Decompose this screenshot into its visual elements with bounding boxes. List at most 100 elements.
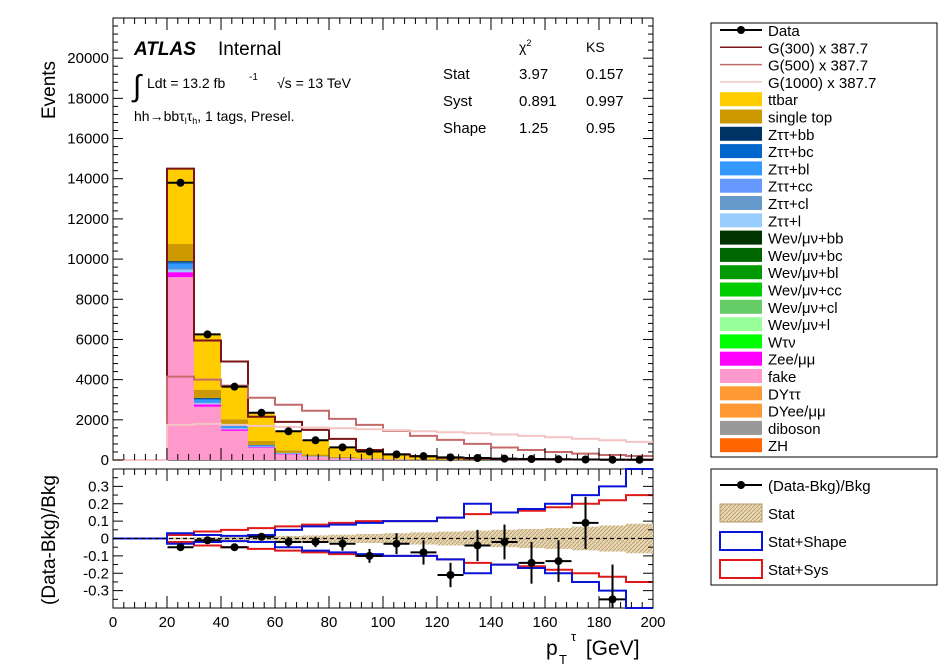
ratio-points [167,496,626,608]
legend-swatch [720,369,762,383]
stack-bar [194,406,221,460]
x-tick-label: 180 [586,614,611,631]
lumi-exponent: -1 [249,72,258,83]
ratio-point [257,532,266,541]
stack-bar [167,244,194,262]
stack-bar [167,261,194,263]
stack-bar [221,385,248,420]
y-tick-label: 14000 [67,171,109,188]
legend-label: Stat+Sys [768,562,828,579]
stack-bar [194,398,221,400]
channel-label: hh→bbτlτh, 1 tags, Presel. [134,108,295,126]
legend-swatch [720,247,762,262]
stack-bar [329,456,356,458]
ratio-point [419,548,428,557]
stat-band [356,533,383,544]
stack-bar [167,262,194,264]
data-points [167,178,653,464]
ratio-point [365,551,374,560]
stack-bar [275,450,302,453]
stack-bar [221,425,248,427]
x-axis-label-sub: T [559,652,567,667]
y-tick-label: 10000 [67,251,109,268]
legend-swatch [720,178,762,193]
legend-label: Zττ+bb [768,127,814,144]
test-name: Shape [443,120,486,137]
x-axis-label-unit: [GeV] [580,637,640,660]
legend-swatch [720,403,762,418]
y-tick-label: 4000 [76,372,109,389]
goodness-of-fit-table: Stat 3.97 0.157 Syst 0.891 0.997 Shape 1.25 0.95 [443,66,624,137]
ratio-point [446,570,455,579]
y-tick-label: 8000 [76,291,109,308]
data-point [419,452,428,461]
legend-swatch [720,386,762,401]
legend-hatch-swatch [719,503,763,523]
ratio-point [392,539,401,548]
test-ks: 0.157 [586,66,624,83]
legend-swatch [720,161,762,176]
y-tick-label: 18000 [67,90,109,107]
stat-shape-band-up [113,468,653,540]
legend-label: Weν/μν+l [768,317,830,334]
ratio-y-tick-label: -0.3 [83,583,109,600]
ratio-point [176,543,185,552]
x-tick-label: 140 [478,614,503,631]
y-tick-label: 2000 [76,412,109,429]
ratio-uncertainty-bands [113,468,653,609]
x-tick-label: 0 [109,614,117,631]
sqrt-s-label: √s = 13 TeV [277,75,352,91]
main-y-ticks: 0 2000 4000 6000 8000 10000 12000 14000 16000 180… [67,25,653,469]
main-x-ticks [112,18,654,460]
legend-swatch [720,334,762,349]
legend-label: G(500) x 387.7 [768,58,868,75]
legend-swatch [720,213,762,228]
x-axis-label-sup: τ [571,629,577,644]
stack-bar [194,399,221,403]
stack-bar [248,440,275,445]
stack-bar [221,419,248,426]
ratio-y-tick-label: -0.1 [83,548,109,565]
data-point [446,453,455,462]
ratio-point [338,539,347,548]
test-ks: 0.997 [586,93,624,110]
stack-bar [221,428,248,430]
legend-label: Zττ+l [768,213,801,230]
data-point [392,450,401,459]
ratio-point [203,536,212,545]
test-name: Syst [443,93,473,110]
data-point [311,436,320,445]
legend-marker [737,481,745,489]
ratio-point [473,541,482,550]
legend-swatch [720,126,762,141]
y-tick-label: 6000 [76,331,109,348]
data-point [554,455,563,464]
ratio-point [311,537,320,546]
stack-bar [302,456,329,460]
ratio-point [230,543,239,552]
ratio-y-axis-label: (Data-Bkg)/Bkg [39,475,60,605]
ratio-point [554,557,563,566]
data-point [176,178,185,187]
stack-bar [356,458,383,459]
legend-label: fake [768,369,796,386]
stack-bar [194,389,221,398]
internal-label: Internal [218,39,281,60]
legend-label: DYττ [768,386,801,403]
legend-box-swatch [719,531,763,551]
ratio-point [500,537,509,546]
legend-marker [737,26,745,34]
stack-bar [275,430,302,451]
ratio-legend: (Data-Bkg)/Bkg Stat Stat+Shape Stat+Sys [710,468,938,586]
x-tick-label: 160 [532,614,557,631]
ratio-y-tick-label: -0.2 [83,565,109,582]
legend-label: Zττ+cl [768,196,809,213]
legend-label: Weν/μν+bb [768,231,843,248]
stack-bar [248,447,275,460]
legend-label: Weν/μν+bl [768,265,838,282]
legend-label: Stat+Shape [768,534,847,551]
stack-bar [383,459,410,460]
stack-bar [194,397,221,399]
x-tick-label: 100 [370,614,395,631]
